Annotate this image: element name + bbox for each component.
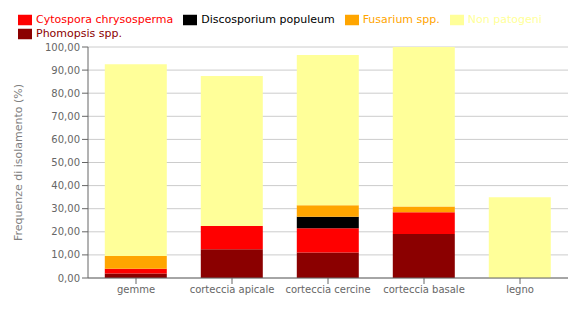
- svg-text:corteccia apicale: corteccia apicale: [190, 284, 275, 295]
- svg-text:legno: legno: [506, 284, 534, 295]
- html-text:Phomopsis spp.: Phomopsis spp.: [36, 27, 122, 40]
- html-text:Fusarium spp.: Fusarium spp.: [362, 13, 440, 26]
- svg-text:30,00: 30,00: [51, 203, 80, 214]
- svg-text:60,00: 60,00: [51, 134, 80, 145]
- svg-text:corteccia cercine: corteccia cercine: [285, 284, 370, 295]
- html-text:Cytospora chrysosperma: Cytospora chrysosperma: [36, 13, 174, 26]
- svg-text:0,00: 0,00: [58, 273, 80, 284]
- svg-text:40,00: 40,00: [51, 180, 80, 191]
- svg-text:70,00: 70,00: [51, 111, 80, 122]
- svg-text:10,00: 10,00: [51, 249, 80, 260]
- svg-text:gemme: gemme: [117, 284, 155, 295]
- svg-text:corteccia basale: corteccia basale: [383, 284, 465, 295]
- html-text:Non patogeni: Non patogeni: [467, 13, 542, 26]
- svg-text:50,00: 50,00: [51, 157, 80, 168]
- svg-text:100,00: 100,00: [45, 42, 80, 53]
- svg-text:Frequenze di isolamento (%): Frequenze di isolamento (%): [12, 84, 25, 241]
- svg-text:80,00: 80,00: [51, 88, 80, 99]
- html-text:Discosporium populeum: Discosporium populeum: [201, 13, 335, 26]
- svg-text:90,00: 90,00: [51, 65, 80, 76]
- svg-text:20,00: 20,00: [51, 226, 80, 237]
